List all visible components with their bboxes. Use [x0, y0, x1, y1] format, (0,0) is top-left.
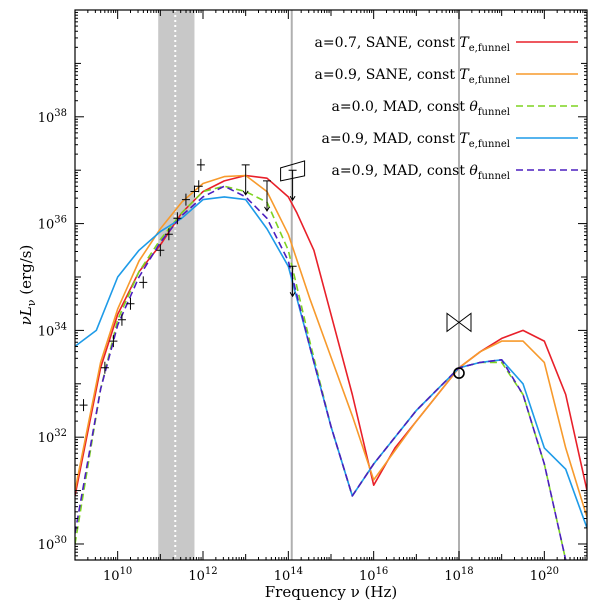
- y-axis-label: νLν (erg/s): [17, 245, 38, 326]
- observations-layer: [79, 158, 472, 412]
- x-tick-label-base: 10: [103, 569, 120, 584]
- x-tick-label: 1014: [274, 566, 303, 584]
- y-tick-label: 1034: [38, 321, 67, 339]
- y-tick-label-base: 10: [38, 324, 55, 339]
- x-tick-label-exp: 14: [290, 566, 303, 577]
- legend-label-sub: e,funnel: [469, 139, 510, 150]
- legend-entry-1: a=0.9, SANE, const Te,funnel: [315, 67, 578, 86]
- y-tick-label-base: 10: [38, 538, 55, 553]
- data-cross: [156, 244, 165, 257]
- legend-label: a=0.0, MAD, const θfunnel: [332, 99, 510, 118]
- x-axis-label: Frequency ν (Hz): [265, 583, 397, 601]
- data-cross: [194, 180, 203, 193]
- x-tick-label-exp: 16: [376, 566, 389, 577]
- y-tick-label-exp: 34: [54, 321, 67, 332]
- series-line-1: [75, 174, 587, 518]
- x-tick-label-base: 10: [530, 569, 547, 584]
- upper-limit: [288, 169, 297, 202]
- legend-label-main: a=0.9, MAD, const: [322, 131, 460, 147]
- legend-entry-3: a=0.9, MAD, const Te,funnel: [322, 131, 578, 150]
- x-tick-label: 1016: [359, 566, 388, 584]
- ticks-layer: 1010 1012 1014 1016 1018 10201030103210341036…: [38, 10, 587, 584]
- data-cross: [196, 158, 205, 171]
- upper-limit: [241, 164, 250, 196]
- data-cross: [109, 335, 118, 348]
- x-tick-label-exp: 10: [120, 566, 133, 577]
- data-cross: [100, 361, 109, 374]
- x-tick-label: 1020: [530, 566, 559, 584]
- x-tick-label: 1018: [444, 566, 473, 584]
- x-tick-label-base: 10: [444, 569, 461, 584]
- legend-label-main: a=0.7, SANE, const: [315, 35, 460, 51]
- x-tick-label-exp: 20: [546, 566, 559, 577]
- x-tick-label-base: 10: [274, 569, 291, 584]
- data-cross: [117, 313, 126, 326]
- legend-label-main: a=0.9, MAD, const: [332, 163, 470, 179]
- legend-label-symbol: θ: [469, 163, 478, 179]
- legend-label-sub: funnel: [478, 107, 510, 118]
- upper-limit: [263, 180, 271, 212]
- legend-entry-2: a=0.0, MAD, const θfunnel: [332, 99, 578, 118]
- bowtie-xray: [446, 312, 472, 333]
- y-tick-label: 1030: [38, 535, 67, 553]
- data-circle: [453, 367, 465, 379]
- x-tick-label-exp: 18: [461, 566, 474, 577]
- y-tick-label-exp: 38: [54, 108, 67, 119]
- legend-label: a=0.9, SANE, const Te,funnel: [315, 67, 510, 86]
- data-cross: [79, 399, 88, 412]
- legend-label-sub: funnel: [478, 171, 510, 182]
- shaded-band: [158, 10, 195, 560]
- data-cross: [126, 297, 135, 310]
- background-layer: [158, 10, 460, 560]
- y-axis-label-group: νLν (erg/s): [17, 245, 38, 326]
- y-tick-label-exp: 36: [54, 215, 67, 226]
- legend-label-main: a=0.9, SANE, const: [315, 67, 460, 83]
- bowtie-ir: [280, 160, 306, 182]
- legend-entry-0: a=0.7, SANE, const Te,funnel: [315, 35, 578, 54]
- y-tick-label-base: 10: [38, 218, 55, 233]
- y-tick-label: 1036: [38, 215, 67, 233]
- data-cross: [173, 212, 182, 225]
- upper-limit: [288, 265, 297, 298]
- legend-label-symbol: T: [459, 131, 470, 147]
- series-layer: [75, 174, 587, 560]
- legend-label-symbol: T: [459, 35, 470, 51]
- series-line-0: [75, 174, 587, 497]
- plot-frame: [74, 9, 588, 561]
- y-axis-label-main: νL: [17, 306, 35, 325]
- y-axis-label-unit: (erg/s): [17, 245, 35, 300]
- y-tick-label-exp: 32: [54, 428, 67, 439]
- data-cross: [190, 185, 199, 198]
- y-tick-label-base: 10: [38, 111, 55, 126]
- data-cross: [181, 193, 190, 206]
- x-tick-label-exp: 12: [205, 566, 218, 577]
- data-cross: [164, 228, 173, 241]
- x-tick-label: 1012: [188, 566, 217, 584]
- y-tick-label-exp: 30: [54, 535, 67, 546]
- legend-label-main: a=0.0, MAD, const: [332, 99, 470, 115]
- legend-label: a=0.9, MAD, const θfunnel: [332, 163, 510, 182]
- data-cross: [139, 276, 148, 289]
- series-line-3: [75, 196, 587, 529]
- x-tick-label: 1010: [103, 566, 132, 584]
- y-tick-label-base: 10: [38, 431, 55, 446]
- y-tick-label: 1038: [38, 108, 67, 126]
- x-tick-label-base: 10: [188, 569, 205, 584]
- legend-label-symbol: θ: [469, 99, 478, 115]
- legend-entry-4: a=0.9, MAD, const θfunnel: [332, 163, 578, 182]
- legend-label-sub: e,funnel: [469, 43, 510, 54]
- y-tick-label: 1032: [38, 428, 67, 446]
- legend-label-symbol: T: [459, 67, 470, 83]
- legend-label-sub: e,funnel: [469, 75, 510, 86]
- legend-label: a=0.7, SANE, const Te,funnel: [315, 35, 510, 54]
- legend-label: a=0.9, MAD, const Te,funnel: [322, 131, 510, 150]
- series-line-4: [75, 185, 567, 560]
- x-tick-label-base: 10: [359, 569, 376, 584]
- y-axis-label-sub: ν: [25, 299, 38, 306]
